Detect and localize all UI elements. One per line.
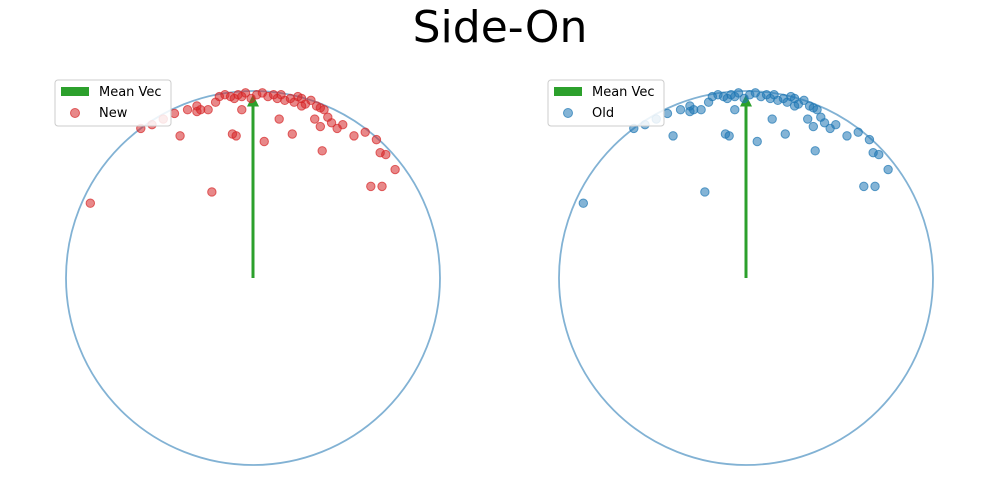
data-point xyxy=(274,114,284,124)
data-point xyxy=(240,88,251,98)
data-point xyxy=(688,105,699,115)
unit-circle xyxy=(65,90,441,466)
data-point xyxy=(662,108,673,119)
data-point xyxy=(700,187,710,197)
data-point xyxy=(377,181,387,192)
data-point xyxy=(780,129,790,139)
chart-panel-new: Mean Vec New xyxy=(54,79,441,466)
data-point xyxy=(859,181,869,192)
data-point xyxy=(366,181,376,192)
legend: Mean Vec Old xyxy=(547,79,665,127)
data-point xyxy=(831,119,841,130)
figure-title: Side-On xyxy=(412,2,588,53)
data-point xyxy=(296,101,307,111)
data-point xyxy=(338,119,348,130)
data-point xyxy=(195,105,206,115)
legend-swatch-new xyxy=(70,108,80,118)
chart-panel-old: Mean Vec Old xyxy=(547,79,934,466)
data-point xyxy=(317,146,327,156)
data-point xyxy=(730,105,740,115)
data-point xyxy=(231,131,241,141)
data-point xyxy=(675,105,686,115)
data-point xyxy=(287,129,297,139)
legend-swatch-mean-vec xyxy=(61,87,89,96)
data-point xyxy=(259,136,269,147)
data-point xyxy=(842,131,852,141)
data-point xyxy=(724,131,734,141)
data-point xyxy=(360,127,370,137)
data-point xyxy=(182,105,193,115)
data-point xyxy=(349,131,359,141)
data-point xyxy=(306,95,316,106)
data-point xyxy=(371,134,382,145)
data-point xyxy=(237,105,247,115)
data-point xyxy=(319,105,329,115)
data-point xyxy=(819,118,830,128)
data-point xyxy=(812,105,822,115)
legend-label-old: Old xyxy=(592,106,614,121)
data-point xyxy=(668,131,678,141)
legend-swatch-old xyxy=(563,108,573,118)
data-point xyxy=(789,101,800,111)
data-point xyxy=(767,114,777,124)
data-point xyxy=(810,146,820,156)
data-point xyxy=(853,127,863,137)
data-point xyxy=(752,136,762,147)
data-point xyxy=(803,114,813,124)
data-point xyxy=(326,118,337,128)
data-point xyxy=(310,114,320,124)
legend: Mean Vec New xyxy=(54,79,172,127)
data-point xyxy=(381,149,391,160)
data-point xyxy=(578,198,589,208)
data-point xyxy=(175,131,185,141)
data-point xyxy=(883,164,893,175)
data-point xyxy=(808,121,819,132)
data-point xyxy=(733,88,744,98)
legend-label-new: New xyxy=(99,106,128,121)
legend-swatch-mean-vec xyxy=(554,87,582,96)
unit-circle xyxy=(558,90,934,466)
data-point xyxy=(799,95,809,106)
legend-label-mean-vec: Mean Vec xyxy=(99,85,162,100)
data-point xyxy=(870,181,880,192)
data-point xyxy=(207,187,217,197)
data-point xyxy=(315,121,326,132)
data-point xyxy=(169,108,180,119)
data-point xyxy=(85,198,96,208)
data-point xyxy=(874,149,884,160)
legend-label-mean-vec: Mean Vec xyxy=(592,85,655,100)
data-point xyxy=(390,164,400,175)
data-point xyxy=(864,134,875,145)
